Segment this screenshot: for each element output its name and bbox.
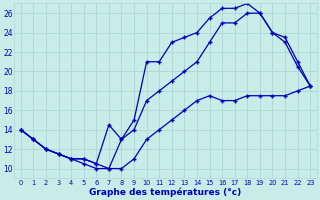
X-axis label: Graphe des températures (°c): Graphe des températures (°c) <box>89 187 242 197</box>
